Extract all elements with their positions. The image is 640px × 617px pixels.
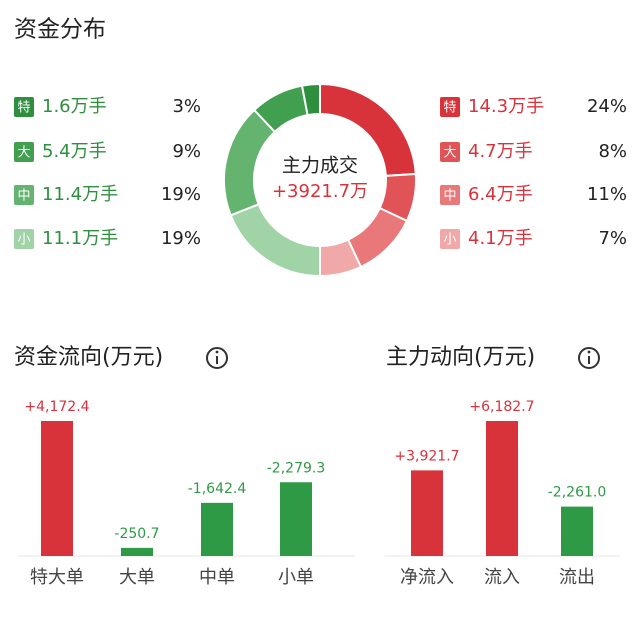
value-label: -250.7 <box>114 526 159 542</box>
bar <box>280 482 312 556</box>
category-badge <box>440 97 460 117</box>
info-dot[interactable] <box>215 350 219 354</box>
bar <box>41 421 73 556</box>
value-label: -2,279.3 <box>267 460 326 476</box>
center-title: 主力成交 <box>282 155 358 177</box>
percent-label: 11% <box>587 184 627 205</box>
category-badge-label: 特 <box>443 101 456 116</box>
section-title: 资金流向(万元) <box>14 345 163 370</box>
x-tick-label: 中单 <box>199 567 235 588</box>
category-badge-label: 特 <box>17 101 30 116</box>
info-circle[interactable] <box>578 347 600 369</box>
category-badge <box>440 185 460 205</box>
value-label: -2,261.0 <box>548 485 607 501</box>
x-tick-label: 特大单 <box>30 567 84 588</box>
donut-segment <box>300 82 321 117</box>
percent-label: 9% <box>172 141 201 162</box>
value-label: -1,642.4 <box>188 481 247 497</box>
volume-label: 11.1万手 <box>42 228 118 249</box>
value-label: +4,172.4 <box>24 399 89 415</box>
bar <box>486 421 518 556</box>
x-tick-label: 大单 <box>119 567 155 588</box>
category-badge-label: 中 <box>17 189 30 204</box>
value-label: +3,921.7 <box>394 448 459 464</box>
info-dot[interactable] <box>587 350 591 354</box>
category-badge-label: 大 <box>17 146 30 161</box>
x-tick-label: 流出 <box>559 567 595 588</box>
bar <box>561 506 593 556</box>
x-tick-label: 净流入 <box>400 567 454 588</box>
info-icon[interactable] <box>206 347 228 369</box>
category-badge <box>440 142 460 162</box>
volume-label: 5.4万手 <box>42 141 107 162</box>
volume-label: 4.1万手 <box>468 228 533 249</box>
category-badge-label: 中 <box>443 189 456 204</box>
bar <box>121 547 153 556</box>
percent-label: 24% <box>587 96 627 117</box>
info-icon[interactable] <box>578 347 600 369</box>
bar <box>411 470 443 556</box>
volume-label: 4.7万手 <box>468 141 533 162</box>
value-label: +6,182.7 <box>469 399 534 415</box>
percent-label: 19% <box>161 184 201 205</box>
category-badge <box>14 142 34 162</box>
center-value: +3921.7万 <box>272 181 368 202</box>
bar <box>201 502 233 556</box>
category-badge <box>440 229 460 249</box>
category-badge <box>14 185 34 205</box>
volume-label: 1.6万手 <box>42 96 107 117</box>
category-badge <box>14 229 34 249</box>
info-circle[interactable] <box>206 347 228 369</box>
percent-label: 8% <box>598 141 627 162</box>
x-tick-label: 流入 <box>484 567 520 588</box>
volume-label: 11.4万手 <box>42 184 118 205</box>
x-tick-label: 小单 <box>278 567 314 588</box>
category-badge-label: 大 <box>443 146 456 161</box>
section-title: 主力动向(万元) <box>386 345 535 370</box>
category-badge <box>14 97 34 117</box>
category-badge-label: 小 <box>17 233 30 248</box>
section-title: 资金分布 <box>14 17 106 43</box>
percent-label: 7% <box>598 228 627 249</box>
percent-label: 19% <box>161 228 201 249</box>
volume-label: 14.3万手 <box>468 96 544 117</box>
percent-label: 3% <box>172 96 201 117</box>
volume-label: 6.4万手 <box>468 184 533 205</box>
category-badge-label: 小 <box>443 233 456 248</box>
